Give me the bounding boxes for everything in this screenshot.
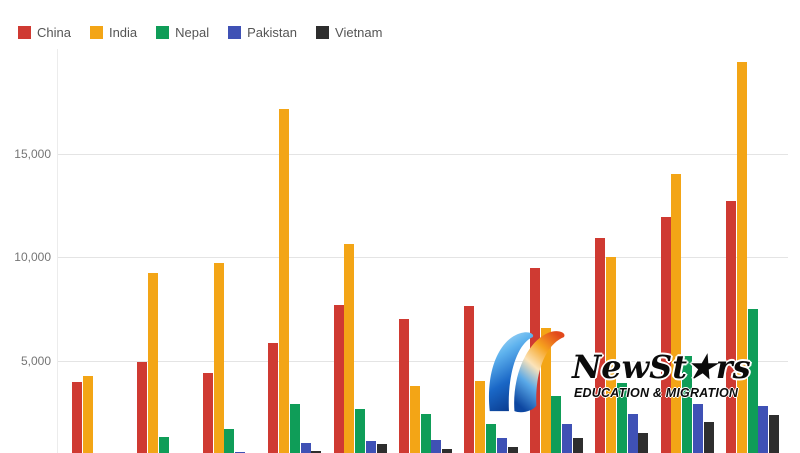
bar-india-6[interactable]: [409, 386, 420, 453]
bar-pakistan-3[interactable]: [235, 451, 246, 453]
legend-item-pakistan[interactable]: Pakistan: [228, 25, 297, 40]
bar-china-2[interactable]: [137, 361, 148, 453]
bar-pakistan-5[interactable]: [366, 441, 376, 453]
bar-china-1[interactable]: [72, 382, 82, 453]
y-axis-line: [57, 49, 58, 453]
legend-swatch-china: [18, 26, 31, 39]
bar-vietnam-8[interactable]: [573, 438, 583, 453]
bar-india-10[interactable]: [671, 174, 682, 453]
bar-china-8[interactable]: [529, 268, 540, 453]
y-tick-label-5000: 5,000: [20, 353, 51, 368]
legend-item-india[interactable]: India: [89, 25, 138, 40]
bar-india-1[interactable]: [82, 376, 93, 453]
legend-swatch-india: [89, 26, 103, 39]
bar-vietnam-5[interactable]: [376, 444, 387, 453]
legend-label-india: India: [108, 25, 138, 40]
bar-pakistan-6[interactable]: [431, 440, 442, 453]
bar-india-4[interactable]: [279, 109, 289, 453]
legend-label-vietnam: Vietnam: [335, 25, 383, 40]
legend-label-pakistan: Pakistan: [247, 25, 298, 40]
bar-nepal-10[interactable]: [682, 356, 693, 453]
legend-label-china: China: [37, 25, 71, 40]
bar-nepal-2[interactable]: [159, 437, 169, 453]
legend-swatch-vietnam: [316, 26, 330, 39]
bar-nepal-9[interactable]: [616, 383, 627, 453]
bar-pakistan-7[interactable]: [496, 438, 507, 453]
bar-china-3[interactable]: [202, 372, 213, 453]
gridline-5000: [58, 360, 788, 362]
y-tick-label-10000: 10,000: [14, 250, 51, 264]
bar-nepal-11[interactable]: [747, 308, 758, 453]
bar-china-11[interactable]: [726, 201, 736, 453]
bar-nepal-8[interactable]: [551, 395, 562, 453]
bar-india-7[interactable]: [475, 381, 486, 453]
bar-pakistan-11[interactable]: [758, 406, 769, 453]
bar-pakistan-10[interactable]: [693, 404, 703, 453]
legend-label-nepal: Nepal: [175, 25, 210, 40]
bar-nepal-6[interactable]: [420, 414, 431, 453]
bar-nepal-5[interactable]: [355, 409, 366, 453]
bar-india-3[interactable]: [213, 263, 224, 453]
bar-vietnam-7[interactable]: [507, 447, 518, 453]
bar-vietnam-4[interactable]: [311, 450, 322, 453]
legend-swatch-pakistan: [228, 26, 242, 39]
bar-india-11[interactable]: [736, 62, 747, 453]
bar-pakistan-8[interactable]: [562, 423, 573, 453]
y-tick-label-15000: 15,000: [14, 146, 51, 161]
bar-vietnam-11[interactable]: [769, 415, 780, 453]
bar-india-2[interactable]: [148, 272, 159, 453]
legend-swatch-nepal: [156, 26, 170, 39]
bar-china-10[interactable]: [660, 216, 671, 453]
bar-nepal-7[interactable]: [486, 423, 496, 453]
bar-pakistan-9[interactable]: [627, 414, 638, 453]
bar-nepal-4[interactable]: [289, 404, 300, 453]
bar-china-5[interactable]: [333, 304, 344, 453]
bar-india-9[interactable]: [606, 257, 616, 453]
gridline-10000: [58, 257, 788, 258]
chart-legend: China India Nepal Pakistan Vietnam: [18, 25, 401, 40]
bar-vietnam-6[interactable]: [442, 448, 453, 453]
bar-pakistan-4[interactable]: [300, 443, 311, 453]
legend-item-nepal[interactable]: Nepal: [156, 25, 209, 40]
bar-india-8[interactable]: [540, 328, 551, 453]
gridline-15000: [58, 153, 788, 155]
bar-vietnam-10[interactable]: [703, 421, 714, 453]
bar-china-6[interactable]: [399, 319, 409, 453]
bar-china-9[interactable]: [595, 238, 606, 453]
bar-china-7[interactable]: [464, 305, 475, 453]
bar-nepal-3[interactable]: [224, 428, 235, 453]
bar-vietnam-9[interactable]: [638, 432, 649, 453]
legend-item-china[interactable]: China: [18, 25, 71, 40]
bar-china-4[interactable]: [268, 342, 279, 453]
legend-item-vietnam[interactable]: Vietnam: [316, 25, 382, 40]
bar-india-5[interactable]: [344, 243, 355, 453]
